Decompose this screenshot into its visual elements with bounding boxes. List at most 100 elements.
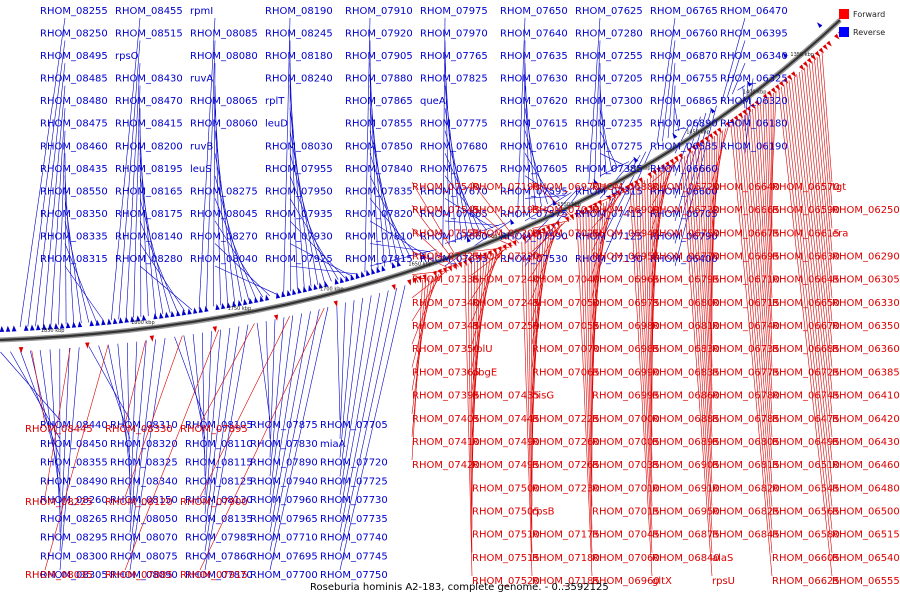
gene-label: RHOM_06395	[720, 29, 788, 40]
gene-label: RHOM_07635	[500, 51, 568, 62]
reverse-gene-arrow	[112, 317, 118, 325]
gene-label: RHOM_07555	[412, 228, 480, 239]
gene-label: RHOM_08085	[190, 29, 258, 40]
gene-label: RHOM_07625	[575, 6, 643, 17]
forward-gene-arrow	[492, 248, 497, 255]
gene-label: RHOM_07070	[532, 344, 600, 355]
reverse-gene-arrow	[215, 303, 220, 311]
forward-gene-arrow	[407, 279, 411, 286]
label-connector	[444, 85, 463, 241]
label-connector	[444, 220, 512, 267]
reverse-gene-arrow	[672, 132, 678, 139]
gene-label: RHOM_07195	[472, 205, 540, 216]
gene-label: RHOM_06885	[652, 414, 720, 425]
label-connector	[667, 63, 676, 139]
gene-label: RHOM_07495	[472, 460, 540, 471]
label-connector	[64, 265, 105, 322]
gene-label: obgE	[472, 367, 497, 378]
label-connector	[576, 216, 593, 577]
gene-label: RHOM_07940	[250, 476, 318, 487]
label-connector	[20, 350, 61, 458]
label-connector	[289, 243, 352, 277]
gene-label: rplU	[472, 344, 493, 355]
reverse-gene-arrow	[366, 269, 371, 277]
label-connector	[599, 85, 607, 175]
gene-label: RHOM_07700	[250, 570, 318, 581]
gene-label: RHOM_07670	[420, 186, 488, 197]
gene-label: RHOM_06325	[720, 74, 788, 85]
label-connector	[204, 324, 249, 571]
gene-label: RHOM_06480	[832, 483, 900, 494]
label-connector	[674, 127, 685, 131]
label-connector	[289, 220, 346, 279]
label-connector	[124, 335, 183, 498]
gene-label: RHOM_07820	[345, 209, 413, 220]
gene-label: RHOM_07610	[500, 141, 568, 152]
label-connector	[588, 210, 593, 484]
label-connector	[192, 333, 206, 458]
gene-label: RHOM_06995	[592, 391, 660, 402]
label-connector	[674, 105, 717, 267]
gene-label: RHOM_08480	[40, 96, 108, 107]
label-connector	[339, 285, 406, 571]
gene-label: RHOM_07725	[320, 476, 388, 487]
forward-gene-arrow	[442, 267, 447, 274]
gene-label: leuS	[190, 164, 212, 175]
gene-label: RHOM_06475	[772, 414, 840, 425]
label-connector	[524, 175, 560, 199]
label-connector	[444, 220, 500, 226]
gene-label: RHOM_06500	[832, 506, 900, 517]
reverse-gene-arrow	[297, 287, 302, 294]
forward-gene-arrow	[583, 206, 588, 214]
gene-label: RHOM_08050	[110, 514, 178, 525]
forward-gene-arrow	[770, 87, 777, 94]
label-connector	[711, 130, 724, 229]
gene-label: RHOM_06755	[650, 74, 718, 85]
gene-label: RHOM_06810	[652, 321, 720, 332]
label-connector	[742, 86, 746, 109]
gene-label: RHOM_07855	[345, 119, 413, 130]
forward-gene-arrow	[746, 106, 752, 113]
gene-label: RHOM_08275	[190, 186, 258, 197]
label-connector	[336, 304, 341, 421]
label-connector	[289, 130, 319, 285]
axis-tick-label: 1750 kbp	[228, 306, 252, 312]
forward-gene-arrow	[462, 259, 467, 267]
forward-gene-arrow	[85, 342, 90, 349]
reverse-gene-arrow	[77, 321, 83, 328]
label-connector	[289, 40, 291, 292]
gene-label: RHOM_07435	[472, 391, 540, 402]
gene-label: RHOM_08150	[110, 495, 178, 506]
gene-label: RHOM_07205	[575, 74, 643, 85]
gene-label: rpsO	[115, 51, 139, 62]
gene-label: RHOM_08490	[40, 476, 108, 487]
label-connector	[369, 198, 418, 257]
label-connector	[656, 17, 676, 145]
gene-label: RHOM_07050	[532, 298, 600, 309]
label-connector	[199, 323, 255, 425]
gene-label: RHOM_06765	[650, 6, 718, 17]
gene-label: RHOM_08140	[115, 231, 183, 242]
axis-tick-label: 1650 kbp	[408, 261, 432, 267]
reverse-gene-arrow	[281, 291, 286, 298]
forward-gene-arrow	[704, 136, 710, 143]
gene-label: RHOM_07720	[320, 458, 388, 469]
label-connector	[726, 40, 746, 99]
label-connector	[471, 228, 513, 247]
gene-label: RHOM_07010	[592, 483, 660, 494]
forward-gene-arrow	[738, 112, 744, 119]
gene-label: RHOM_07935	[265, 209, 333, 220]
label-connector	[44, 344, 109, 571]
forward-gene-arrow	[733, 115, 739, 122]
gene-label: RHOM_06865	[650, 96, 718, 107]
gene-label: RHOM_08440	[40, 420, 108, 431]
label-connector	[599, 154, 641, 222]
label-connector	[674, 108, 680, 132]
gene-label: RHOM_07875	[250, 420, 318, 431]
gene-label: RHOM_06410	[832, 391, 900, 402]
gene-label: RHOM_06970	[532, 182, 600, 193]
forward-gene-arrow	[273, 314, 279, 321]
gene-label: RHOM_07710	[250, 533, 318, 544]
label-connector	[444, 130, 475, 236]
label-connector	[527, 239, 533, 530]
